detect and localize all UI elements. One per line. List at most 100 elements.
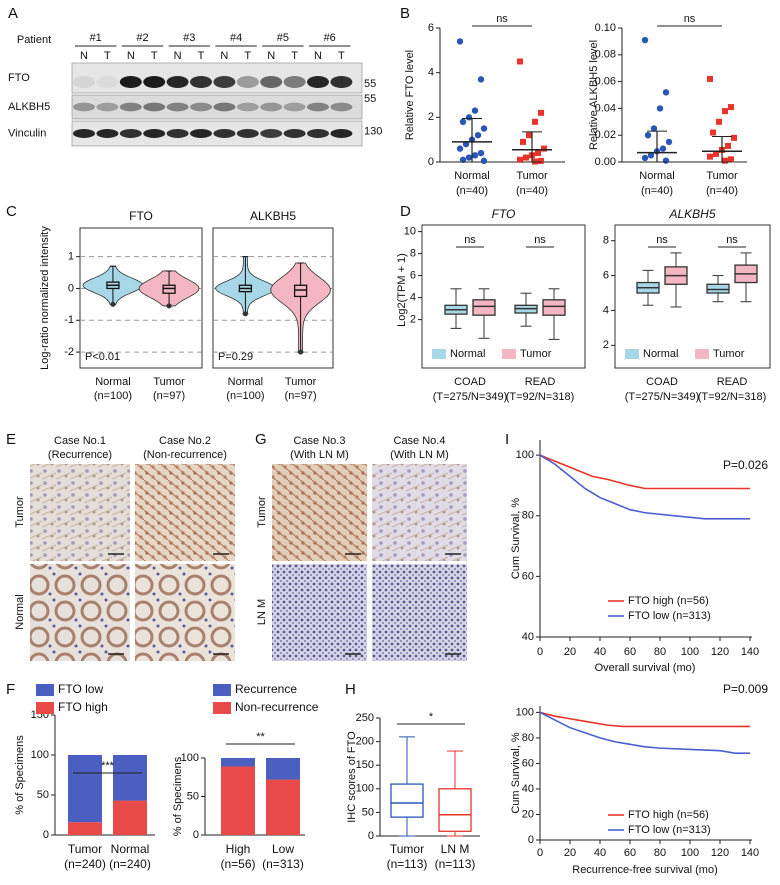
blot-band: [283, 129, 306, 138]
column-header: (Recurrence): [48, 449, 112, 461]
data-point: [725, 142, 731, 149]
significance: ns: [464, 234, 476, 246]
panel-label: E: [6, 431, 16, 448]
lane-label: T: [338, 50, 345, 62]
blot-band: [236, 102, 259, 112]
x-tick-label: Normal: [454, 170, 489, 182]
blot-band: [330, 102, 353, 112]
y-tick-label: 4: [603, 304, 609, 316]
blot-band: [166, 129, 189, 138]
patient-label: #1: [90, 32, 102, 44]
patient-label: #4: [230, 32, 242, 44]
y-tick-label: 50: [187, 790, 199, 802]
box: [542, 299, 566, 316]
data-point: [641, 154, 649, 162]
x-tick-note: (T=92/N=318): [506, 391, 574, 403]
blot-band: [283, 102, 306, 112]
p-value: P<0.01: [85, 351, 120, 363]
y-tick-label: 20: [522, 808, 534, 820]
y-axis-label: Relative FTO level: [404, 50, 416, 140]
legend-swatch: [625, 349, 639, 359]
ihc-texture: [30, 464, 130, 561]
legend-label: FTO high (n=56): [628, 809, 709, 821]
legend-label: FTO high: [58, 700, 108, 714]
x-axis-label: Overall survival (mo): [595, 662, 696, 674]
data-point: [722, 108, 728, 115]
x-tick-label: Normal: [228, 376, 263, 388]
y-axis-label: IHC scores of FTO: [346, 731, 358, 823]
column-header: Case No.3: [294, 435, 346, 447]
y-tick-label: 50: [362, 806, 374, 818]
plot-frame: [421, 224, 586, 369]
y-tick-label: 8: [603, 235, 609, 247]
plot-title: FTO: [129, 209, 153, 223]
data-point: [477, 76, 485, 83]
x-tick-label: 100: [681, 646, 699, 658]
ihc-texture: [135, 464, 235, 561]
data-point: [541, 145, 547, 152]
x-tick-label: 20: [564, 847, 576, 859]
legend-swatch: [695, 349, 709, 359]
box: [472, 299, 496, 316]
patient-label: #6: [324, 32, 336, 44]
patient-label: #2: [136, 32, 148, 44]
x-tick-note: (n=40): [516, 185, 548, 197]
x-tick-label: Normal: [639, 170, 674, 182]
y-tick-label: 100: [356, 783, 374, 795]
ihc-texture: [372, 464, 467, 561]
panel-label: C: [6, 203, 17, 220]
blot-band: [190, 76, 212, 88]
box: [706, 283, 730, 294]
x-tick-label: 80: [654, 646, 666, 658]
data-point: [456, 145, 464, 152]
data-point: [641, 36, 649, 44]
blot-band: [330, 129, 353, 138]
y-tick-label: 0.02: [595, 129, 616, 141]
data-point: [728, 156, 734, 163]
x-tick-label: 60: [624, 847, 636, 859]
data-point: [659, 145, 667, 152]
y-axis-label: Log2(TPM + 1): [396, 253, 408, 327]
data-point: [710, 129, 716, 136]
protein-label: ALKBH5: [8, 101, 50, 113]
x-tick-label: Tumor: [706, 170, 738, 182]
ihc-texture: [272, 564, 367, 661]
blot-band: [166, 102, 189, 112]
blot-band: [213, 129, 236, 138]
data-point: [728, 104, 734, 111]
legend-swatch: [432, 349, 446, 359]
legend-label: FTO low: [58, 682, 103, 696]
y-tick-label: 0.04: [595, 102, 616, 114]
data-point: [650, 125, 658, 132]
data-point: [665, 138, 673, 146]
y-tick-label: 60: [522, 757, 534, 769]
data-point: [716, 118, 722, 125]
outlier: [242, 311, 248, 317]
x-tick-label: COAD: [646, 376, 678, 388]
plot-title: ALKBH5: [250, 209, 296, 223]
y-tick-label: 6: [428, 22, 434, 34]
bar-segment: [221, 758, 255, 767]
y-tick-label: 40: [522, 631, 534, 643]
box: [390, 783, 424, 818]
y-tick-label: 4: [410, 292, 416, 304]
blot-band: [330, 76, 353, 88]
y-tick-label: 250: [356, 712, 374, 724]
blot-band: [166, 76, 189, 88]
data-point: [647, 152, 655, 159]
data-point: [538, 157, 544, 164]
y-tick-label: 150: [356, 759, 374, 771]
x-tick-label: 120: [711, 847, 729, 859]
x-tick-note: (n=100): [94, 390, 132, 402]
panel-label: A: [8, 5, 18, 22]
significance: ns: [726, 234, 738, 246]
data-point: [456, 38, 464, 45]
y-tick-label: -2: [64, 346, 74, 358]
survival-curve: [539, 711, 750, 755]
bar-segment: [68, 822, 102, 835]
x-tick-note: (n=113): [387, 857, 428, 871]
legend-label: FTO low (n=313): [628, 824, 711, 836]
lane-label: T: [198, 50, 205, 62]
data-point: [459, 118, 467, 126]
